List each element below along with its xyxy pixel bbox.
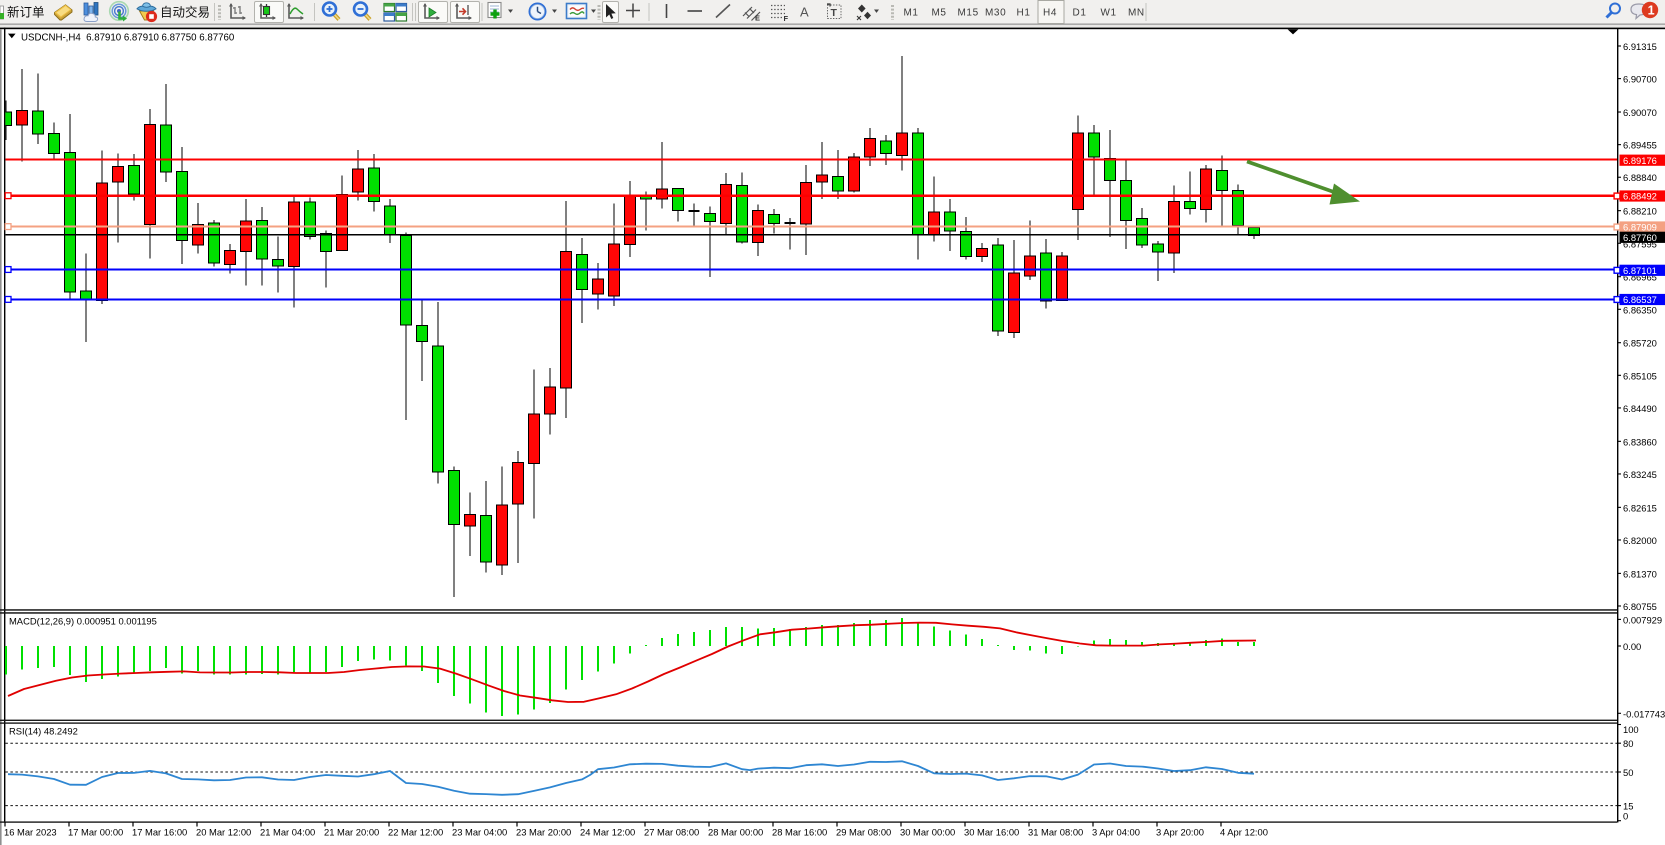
svg-text:28 Mar 16:00: 28 Mar 16:00	[772, 827, 827, 838]
svg-text:23 Mar 04:00: 23 Mar 04:00	[452, 827, 507, 838]
svg-text:H4: H4	[1043, 8, 1057, 19]
svg-text:4 Apr 12:00: 4 Apr 12:00	[1220, 827, 1268, 838]
svg-text:A: A	[800, 5, 809, 20]
svg-text:6.89176: 6.89176	[1623, 155, 1657, 166]
svg-text:1: 1	[1648, 3, 1655, 17]
svg-text:20 Mar 12:00: 20 Mar 12:00	[196, 827, 251, 838]
svg-text:21 Mar 04:00: 21 Mar 04:00	[260, 827, 315, 838]
svg-text:21 Mar 20:00: 21 Mar 20:00	[324, 827, 379, 838]
svg-text:30 Mar 00:00: 30 Mar 00:00	[900, 827, 955, 838]
svg-text:6.83860: 6.83860	[1623, 436, 1657, 447]
svg-text:30 Mar 16:00: 30 Mar 16:00	[964, 827, 1019, 838]
svg-text:15: 15	[1623, 801, 1633, 812]
svg-text:6.89455: 6.89455	[1623, 140, 1657, 151]
svg-text:6.82615: 6.82615	[1623, 502, 1657, 513]
svg-text:31 Mar 08:00: 31 Mar 08:00	[1028, 827, 1083, 838]
svg-text:M5: M5	[932, 8, 947, 19]
svg-text:22 Mar 12:00: 22 Mar 12:00	[388, 827, 443, 838]
svg-text:-0.017743: -0.017743	[1623, 708, 1665, 719]
svg-text:D1: D1	[1073, 8, 1087, 19]
svg-text:24 Mar 12:00: 24 Mar 12:00	[580, 827, 635, 838]
svg-text:0.007929: 0.007929	[1623, 614, 1662, 625]
svg-text:自动交易: 自动交易	[160, 5, 210, 20]
svg-text:6.90700: 6.90700	[1623, 74, 1657, 85]
svg-text:80: 80	[1623, 738, 1633, 749]
svg-text:M30: M30	[985, 8, 1006, 19]
svg-text:6.88840: 6.88840	[1623, 172, 1657, 183]
svg-text:6.87101: 6.87101	[1623, 265, 1657, 276]
svg-text:E: E	[755, 14, 760, 23]
svg-text:RSI(14) 48.2492: RSI(14) 48.2492	[9, 726, 78, 737]
svg-text:3 Apr 04:00: 3 Apr 04:00	[1092, 827, 1140, 838]
svg-text:6.88492: 6.88492	[1623, 191, 1657, 202]
svg-text:T: T	[831, 7, 838, 19]
svg-text:6.86965: 6.86965	[1623, 272, 1657, 283]
svg-text:6.83245: 6.83245	[1623, 469, 1657, 480]
svg-text:6.90070: 6.90070	[1623, 107, 1657, 118]
svg-text:6.86537: 6.86537	[1623, 294, 1657, 305]
svg-text:17 Mar 00:00: 17 Mar 00:00	[68, 827, 123, 838]
svg-text:6.85105: 6.85105	[1623, 370, 1657, 381]
svg-text:MACD(12,26,9) 0.000951 0.00119: MACD(12,26,9) 0.000951 0.001195	[9, 616, 157, 627]
svg-text:6.80755: 6.80755	[1623, 601, 1657, 612]
svg-text:6.85720: 6.85720	[1623, 338, 1657, 349]
svg-text:16 Mar 2023: 16 Mar 2023	[4, 827, 57, 838]
svg-text:6.91315: 6.91315	[1623, 41, 1657, 52]
svg-text:M1: M1	[904, 8, 919, 19]
svg-text:H1: H1	[1017, 8, 1031, 19]
svg-text:W1: W1	[1101, 8, 1117, 19]
svg-text:6.81370: 6.81370	[1623, 568, 1657, 579]
svg-text:6.87760: 6.87760	[1623, 232, 1657, 243]
svg-text:100: 100	[1623, 724, 1639, 735]
svg-text:23 Mar 20:00: 23 Mar 20:00	[516, 827, 571, 838]
svg-text:0: 0	[1623, 811, 1628, 822]
svg-text:29 Mar 08:00: 29 Mar 08:00	[836, 827, 891, 838]
svg-text:6.87595: 6.87595	[1623, 238, 1657, 249]
svg-text:50: 50	[1623, 767, 1633, 778]
svg-text:6.87909: 6.87909	[1623, 222, 1657, 233]
svg-text:0.00: 0.00	[1623, 641, 1641, 652]
svg-text:17 Mar 16:00: 17 Mar 16:00	[132, 827, 187, 838]
svg-text:6.86350: 6.86350	[1623, 304, 1657, 315]
svg-text:6.82000: 6.82000	[1623, 535, 1657, 546]
svg-text:3 Apr 20:00: 3 Apr 20:00	[1156, 827, 1204, 838]
svg-text:USDCNH-,H4 6.87910 6.87910 6.: USDCNH-,H4 6.87910 6.87910 6.87750 6.877…	[21, 33, 235, 44]
svg-text:新订单: 新订单	[7, 5, 45, 20]
svg-text:F: F	[784, 14, 789, 23]
svg-text:28 Mar 00:00: 28 Mar 00:00	[708, 827, 763, 838]
svg-text:27 Mar 08:00: 27 Mar 08:00	[644, 827, 699, 838]
svg-text:MN: MN	[1128, 8, 1145, 19]
svg-text:6.84490: 6.84490	[1623, 403, 1657, 414]
svg-text:6.88210: 6.88210	[1623, 206, 1657, 217]
svg-text:M15: M15	[958, 8, 979, 19]
